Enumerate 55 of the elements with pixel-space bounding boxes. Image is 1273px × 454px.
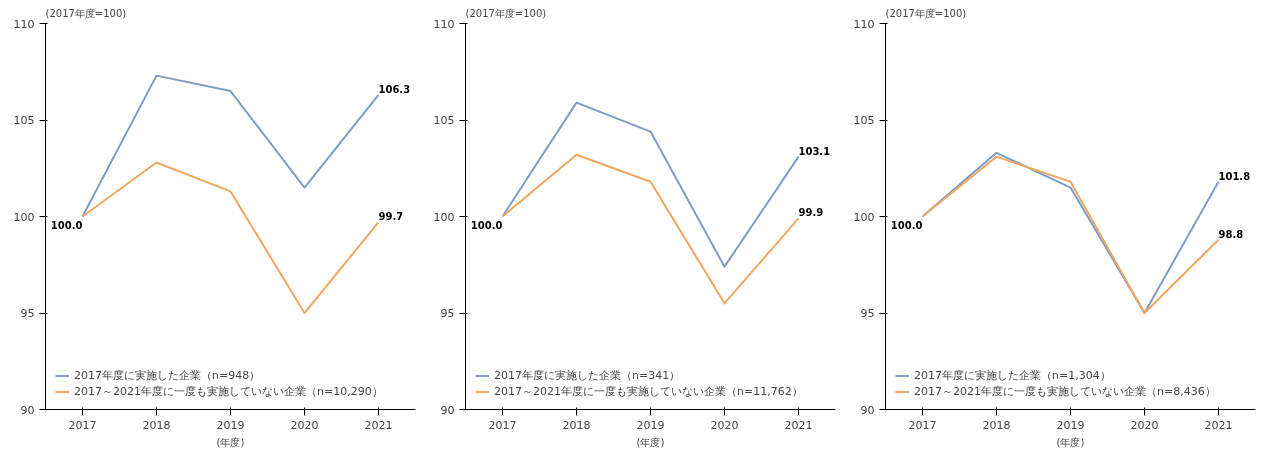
y-tick-label: 105 xyxy=(853,114,875,127)
y-tick-label: 100 xyxy=(433,210,455,224)
legend-label: 2017年度に実施した企業（n=341） xyxy=(494,368,681,383)
y-tick-label: 110 xyxy=(433,17,455,31)
data-label: 100.0 xyxy=(50,219,83,231)
y-tick-label: 105 xyxy=(13,114,35,127)
chart-subtitle: (2017年度=100) xyxy=(465,7,547,19)
y-tick-label: 105 xyxy=(433,114,455,127)
y-tick-label: 95 xyxy=(860,307,875,320)
legend-label: 2017年度に実施した企業（n=948） xyxy=(74,368,261,383)
x-tick-label: 2020 xyxy=(1130,418,1159,432)
y-tick-label: 90 xyxy=(860,403,875,417)
x-tick-label: 2020 xyxy=(290,418,319,432)
data-label: 99.9 xyxy=(798,207,824,219)
y-tick-label: 90 xyxy=(20,403,35,417)
x-tick-label: 2019 xyxy=(636,418,665,432)
line-series xyxy=(81,74,380,218)
data-label: 101.8 xyxy=(1218,170,1251,182)
x-tick-label: 2017 xyxy=(68,418,97,432)
x-tick-label: 2021 xyxy=(1204,418,1233,432)
data-label: 103.1 xyxy=(798,145,831,157)
line-series xyxy=(81,161,380,314)
x-tick-label: 2018 xyxy=(982,418,1011,432)
x-tick-label: 2019 xyxy=(1056,418,1085,432)
x-tick-label: 2018 xyxy=(562,418,591,432)
x-tick-label: 2021 xyxy=(784,418,813,432)
chart-subtitle: (2017年度=100) xyxy=(45,7,127,19)
x-tick-label: 2017 xyxy=(908,418,937,432)
y-tick-label: 110 xyxy=(853,17,875,31)
legend-label: 2017～2021年度に一度も実施していない企業（n=11,762） xyxy=(494,384,803,399)
chart-subtitle: (2017年度=100) xyxy=(885,7,967,19)
line-series xyxy=(501,101,800,268)
x-axis-title: (年度) xyxy=(636,436,665,448)
x-axis-title: (年度) xyxy=(1056,436,1085,448)
line-series xyxy=(501,153,800,305)
x-tick-label: 2020 xyxy=(710,418,739,432)
x-tick-label: 2021 xyxy=(364,418,393,432)
data-label: 100.0 xyxy=(470,219,503,231)
y-tick-label: 100 xyxy=(853,210,875,224)
y-tick-label: 110 xyxy=(13,17,35,31)
x-axis-title: (年度) xyxy=(216,436,245,448)
legend-label: 2017～2021年度に一度も実施していない企業（n=8,436） xyxy=(914,384,1216,399)
y-tick-label: 100 xyxy=(13,210,35,224)
legend-label: 2017年度に実施した企業（n=1,304） xyxy=(914,368,1111,383)
data-label: 99.7 xyxy=(378,211,404,223)
y-tick-label: 90 xyxy=(440,403,455,417)
x-tick-label: 2018 xyxy=(142,418,171,432)
x-tick-label: 2019 xyxy=(216,418,245,432)
x-tick-label: 2017 xyxy=(488,418,517,432)
y-tick-label: 95 xyxy=(20,307,35,320)
data-label: 98.8 xyxy=(1218,228,1244,240)
y-tick-label: 95 xyxy=(440,307,455,320)
data-label: 106.3 xyxy=(378,83,411,95)
data-label: 100.0 xyxy=(890,219,923,231)
legend-label: 2017～2021年度に一度も実施していない企業（n=10,290） xyxy=(74,384,383,399)
